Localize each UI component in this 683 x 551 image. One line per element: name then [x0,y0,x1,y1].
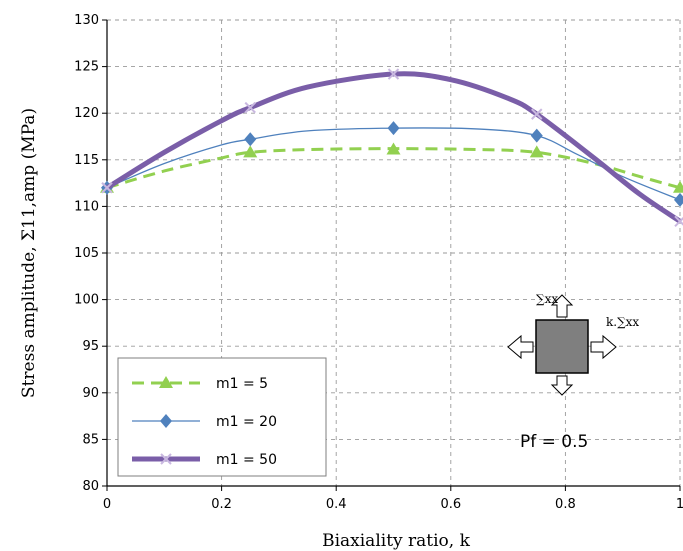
legend-marker-1 [160,414,172,428]
legend-entry-2: m1 = 50 [216,452,277,468]
x-tick-label: 0 [103,497,111,512]
data-point-2-1 [244,101,256,114]
gridlines [107,19,681,486]
x-tick-label: 0.2 [211,497,232,512]
x-tick-label: 1 [676,497,683,512]
arrow-down-icon [550,375,574,396]
data-point-1-3 [530,128,543,143]
y-tick-label: 105 [74,246,99,261]
data-point-1-4 [674,192,683,207]
legend-marker-0 [159,376,173,388]
k-sigma-xx-label: k.∑xx [606,315,639,329]
arrow-left-icon [507,334,534,360]
data-point-0-3 [529,145,544,158]
specimen-square [535,319,589,374]
data-point-1-2 [387,121,400,136]
y-tick-label: 95 [82,339,99,354]
y-tick-label: 130 [74,13,99,28]
biaxial-load-schematic: ∑xx k.∑xx [507,292,639,396]
data-point-0-2 [386,142,401,155]
data-point-0-4 [673,180,683,193]
y-tick-label: 100 [74,293,99,308]
pf-label: Pf = 0.5 [520,432,588,452]
y-tick-label: 120 [74,106,99,121]
y-axis-label: Stress amplitude, Σ11,amp (MPa) [19,108,39,398]
data-point-1-1 [244,132,257,147]
data-point-2-3 [531,108,543,120]
y-tick-label: 115 [74,153,99,168]
legend-entry-1: m1 = 20 [216,414,277,430]
legend-entry-0: m1 = 5 [216,376,268,392]
x-tick-label: 0.4 [326,497,347,512]
y-tick-label: 110 [74,199,99,214]
y-tick-label: 125 [74,60,99,75]
y-tick-label: 85 [82,432,99,447]
data-point-2-4 [674,215,683,228]
x-tick-label: 0.6 [440,497,461,512]
y-tick-label: 90 [82,386,99,401]
arrow-up-icon [550,294,574,318]
x-axis-label: Biaxiality ratio, k [322,531,471,551]
data-point-2-0 [101,182,113,194]
arrow-right-icon [590,334,617,360]
series-layer [100,68,683,228]
axes: 80 85 90 95 100 105 110 115 120 125 130 0 0.2 0.4 0.6 0… [74,13,683,512]
legend-box [117,357,327,477]
data-point-2-2 [387,68,400,80]
x-tick-label: 0.8 [555,497,576,512]
series-line-2 [105,71,682,224]
legend-marker-2 [160,453,172,465]
y-tick-label: 80 [82,479,99,494]
legend: m1 = 5 m1 = 20 m1 = 50 [117,357,327,477]
data-point-0-1 [243,145,258,158]
sigma-xx-label: ∑xx [536,292,558,306]
